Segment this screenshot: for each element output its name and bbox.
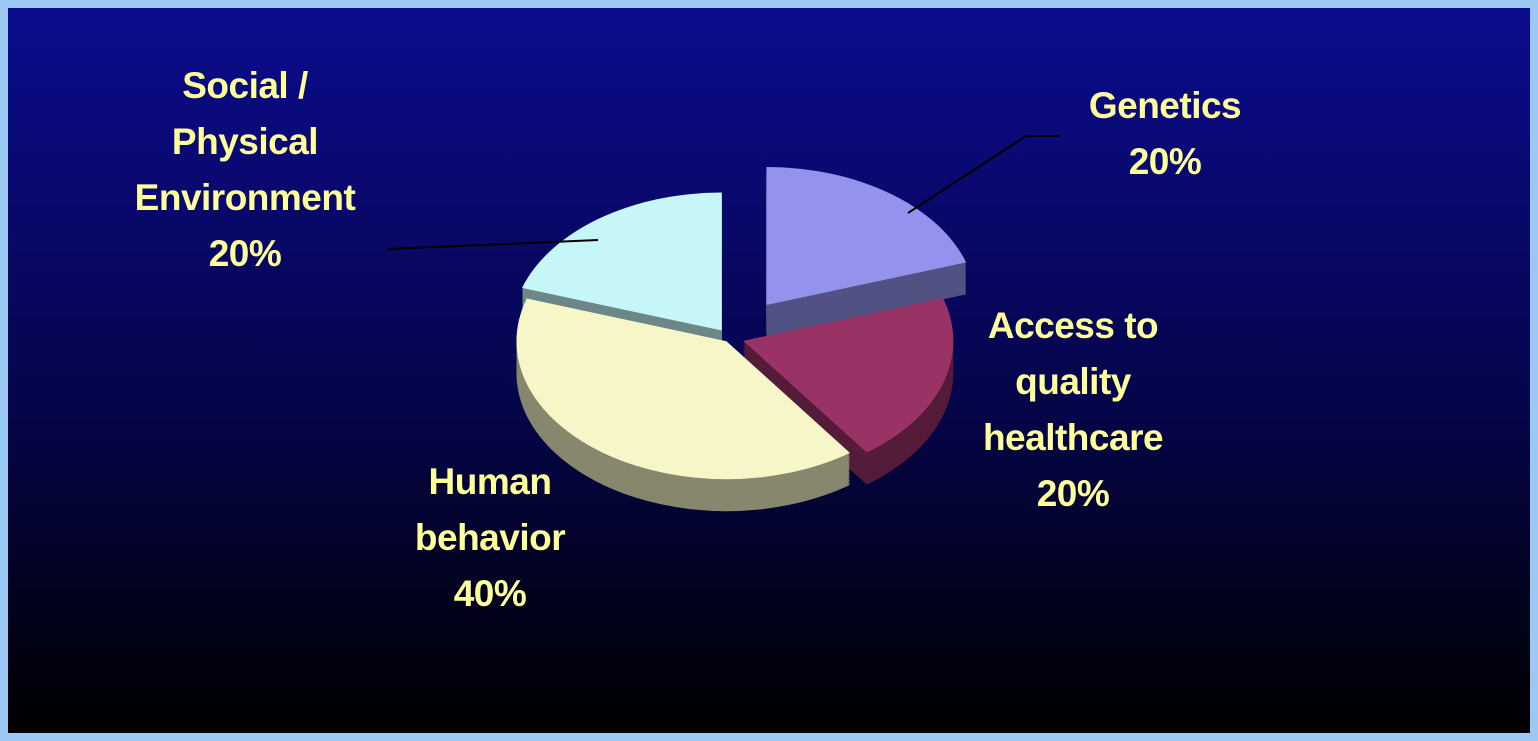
chart: [387, 135, 1060, 512]
leader-line: [907, 135, 1027, 214]
slice-label: Human behavior 40%: [390, 454, 590, 622]
category-label: Social / Physical Environment: [134, 65, 356, 218]
value-label: 20%: [1036, 473, 1110, 514]
leader-line: [387, 239, 599, 250]
slice-label: Genetics 20%: [1050, 78, 1280, 190]
value-label: 20%: [208, 233, 282, 274]
value-label: 40%: [453, 573, 527, 614]
category-label: Genetics: [1088, 85, 1242, 126]
value-label: 20%: [1128, 141, 1202, 182]
category-label: Human behavior: [414, 461, 566, 558]
slice: [522, 192, 722, 331]
slice: [516, 298, 850, 480]
slice: [766, 167, 967, 306]
pie: [516, 167, 967, 512]
category-label: Access to quality healthcare: [982, 305, 1164, 458]
slice: [743, 298, 954, 453]
slice-label: Social / Physical Environment 20%: [105, 58, 385, 282]
slice-label: Access to quality healthcare 20%: [958, 298, 1188, 522]
